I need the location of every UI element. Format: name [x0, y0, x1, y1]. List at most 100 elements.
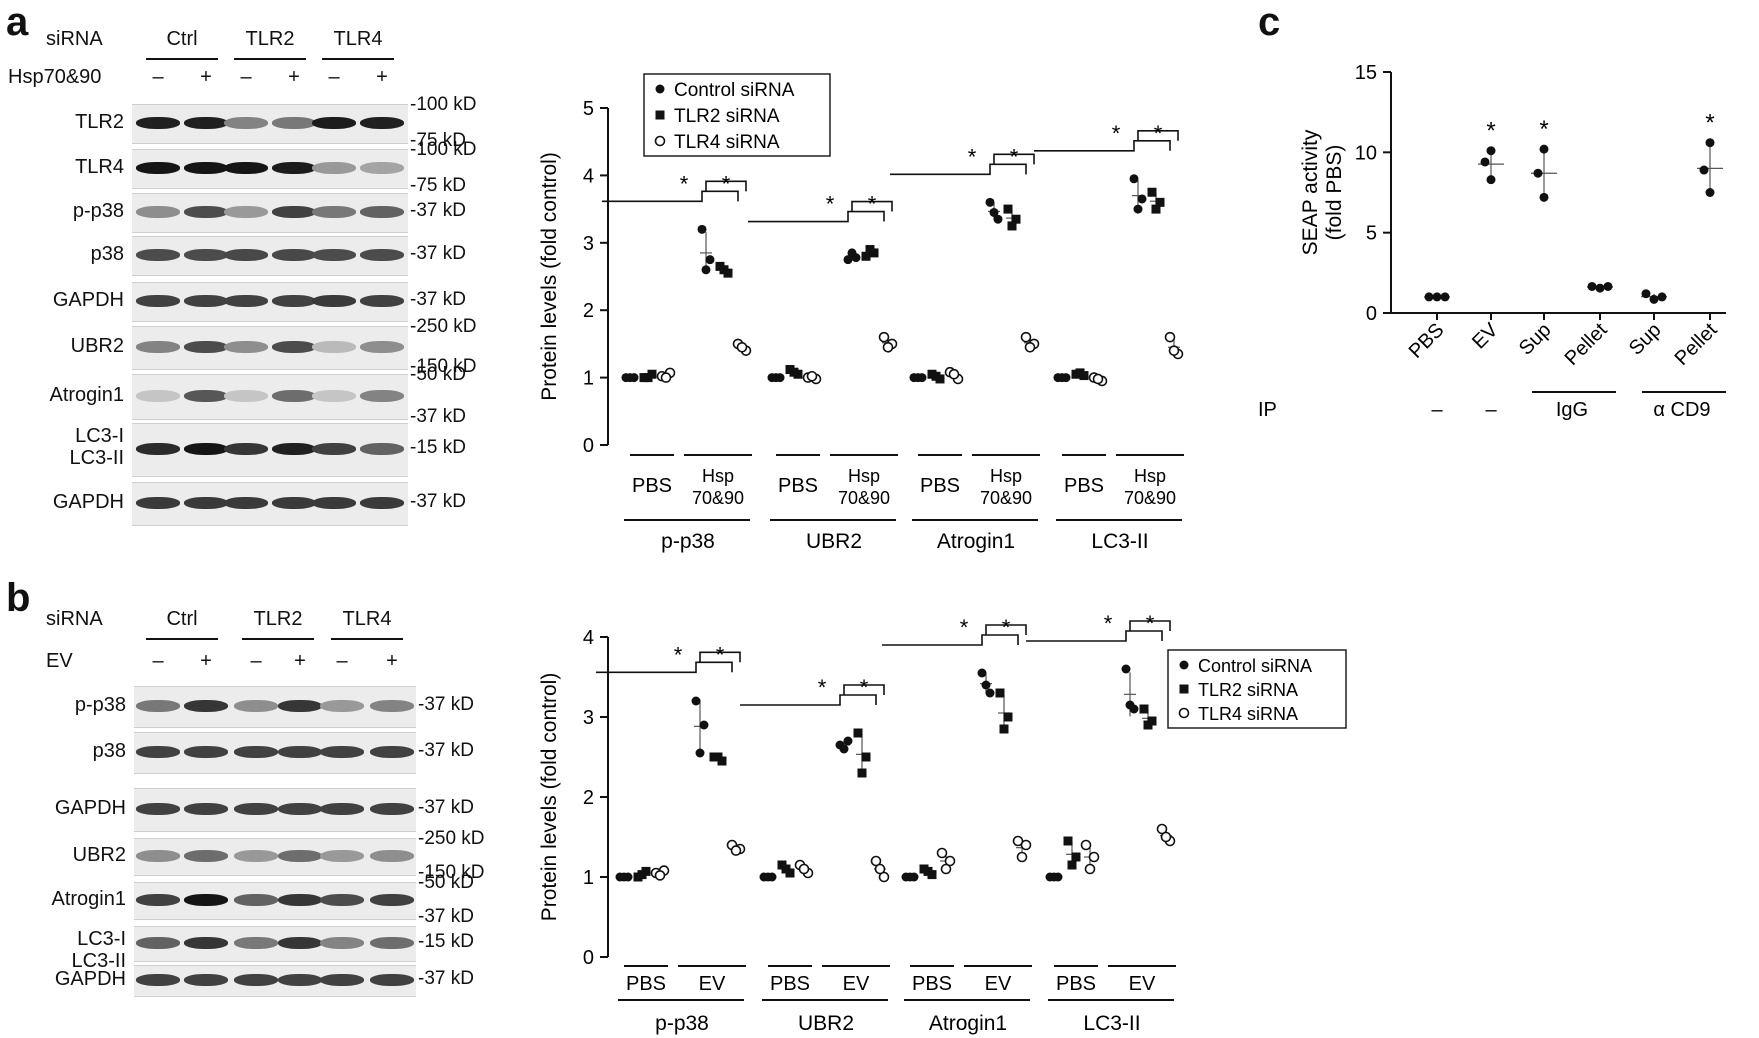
significance-star: *: [1486, 118, 1495, 145]
blot-band: [184, 117, 228, 129]
blot-band: [370, 850, 414, 862]
data-point: [1603, 281, 1613, 291]
blot-band: [136, 390, 180, 402]
blot-band: [184, 295, 228, 307]
sirna-group-underline: [234, 58, 306, 60]
blot-row-label: LC3-II: [71, 950, 126, 972]
condition-label: PBS: [1056, 973, 1096, 995]
control-sirna-point: [691, 696, 701, 706]
blot-band: [184, 803, 228, 815]
y-tick-label: 4: [583, 627, 594, 649]
control-sirna-point: [981, 680, 991, 690]
y-tick-label: 2: [583, 787, 594, 809]
tlr2-sirna-point: [1139, 704, 1149, 714]
molecular-weight-marker: -37 kD: [418, 797, 474, 818]
group-label: UBR2: [798, 1012, 854, 1035]
control-sirna-point: [1121, 664, 1131, 674]
blot-row-label: GAPDH: [52, 491, 124, 513]
blot-row-label: p38: [92, 740, 126, 762]
tlr4-sirna-point: [1016, 851, 1028, 863]
blot-band: [370, 700, 414, 712]
significance-bracket: [699, 651, 741, 663]
significance-star: *: [674, 642, 683, 667]
molecular-weight-marker: -100 kD: [410, 94, 477, 115]
significance-bracket: [890, 163, 1027, 176]
blot-band: [370, 894, 414, 906]
sirna-label: siRNA: [46, 608, 103, 630]
tlr4-sirna-point: [1156, 823, 1168, 835]
data-point: [1539, 144, 1549, 154]
legend-box: [643, 73, 831, 157]
tlr4-sirna-point: [1164, 331, 1176, 343]
significance-star: *: [860, 675, 869, 700]
control-sirna-point: [763, 872, 773, 882]
blot-band: [224, 390, 268, 402]
condition-label: PBS: [920, 475, 960, 497]
blot-band: [278, 700, 322, 712]
significance-bracket: [1026, 630, 1163, 642]
treatment-sign: –: [152, 66, 164, 88]
tlr2-sirna-point: [1003, 204, 1013, 214]
control-sirna-point: [847, 248, 857, 258]
tlr4-sirna-point: [1084, 863, 1096, 875]
blot-band: [184, 443, 228, 455]
significance-bracket: [985, 624, 1027, 635]
blot-band: [234, 937, 278, 949]
blot-band: [234, 850, 278, 862]
y-tick-label: 1: [583, 368, 594, 390]
significance-star: *: [826, 192, 835, 217]
y-tick-label: 4: [583, 165, 594, 187]
blot-band: [278, 746, 322, 758]
significance-bracket: [602, 190, 739, 203]
blot-row-label: GAPDH: [54, 797, 126, 819]
control-sirna-point: [655, 84, 665, 94]
blot-band: [278, 894, 322, 906]
sirna-group-label: TLR2: [253, 608, 303, 630]
data-point: [1649, 294, 1659, 304]
y-tick-label: 5: [583, 98, 594, 120]
legend-entry: TLR2 siRNA: [674, 106, 780, 127]
tlr4-sirna-point: [654, 135, 666, 147]
control-sirna-point: [1179, 660, 1189, 670]
control-sirna-point: [695, 748, 705, 758]
blot-row-label: LC3-II: [69, 447, 124, 469]
tlr2-sirna-point: [1075, 368, 1085, 378]
legend-box: [1167, 649, 1347, 729]
legend-entry: TLR4 siRNA: [674, 132, 780, 153]
blot-band: [312, 295, 356, 307]
blot-band: [320, 894, 364, 906]
data-point: [1699, 165, 1709, 175]
blot-band: [278, 850, 322, 862]
data-point: [1657, 292, 1667, 302]
group-label: LC3-II: [1083, 1012, 1140, 1035]
molecular-weight-marker: -50 kD: [418, 872, 474, 893]
tlr2-sirna-point: [637, 870, 647, 880]
condition-label: EV: [1129, 973, 1156, 995]
y-tick-label: 3: [583, 707, 594, 729]
blot-band: [272, 497, 316, 509]
treatment-label: EV: [46, 650, 73, 672]
tlr2-sirna-point: [1063, 836, 1073, 846]
blot-band: [224, 497, 268, 509]
blot-band: [234, 746, 278, 758]
blot-band: [234, 974, 278, 986]
tlr2-sirna-point: [931, 371, 941, 381]
data-point: [1595, 283, 1605, 293]
condition-label: PBS: [778, 475, 818, 497]
y-axis-label: SEAP activity: [1299, 129, 1322, 255]
molecular-weight-marker: -37 kD: [418, 906, 474, 927]
control-sirna-point: [989, 207, 999, 217]
tlr2-sirna-point: [999, 724, 1009, 734]
tlr2-sirna-point: [1155, 197, 1165, 207]
blot-band: [360, 295, 404, 307]
data-point: [1533, 168, 1543, 178]
condition-label: Hsp: [990, 466, 1022, 486]
treatment-sign: +: [288, 66, 300, 88]
blot-band: [360, 341, 404, 353]
control-sirna-point: [1049, 872, 1059, 882]
control-sirna-point: [913, 373, 923, 383]
significance-bracket: [882, 634, 1019, 646]
tlr2-sirna-point: [655, 110, 665, 120]
